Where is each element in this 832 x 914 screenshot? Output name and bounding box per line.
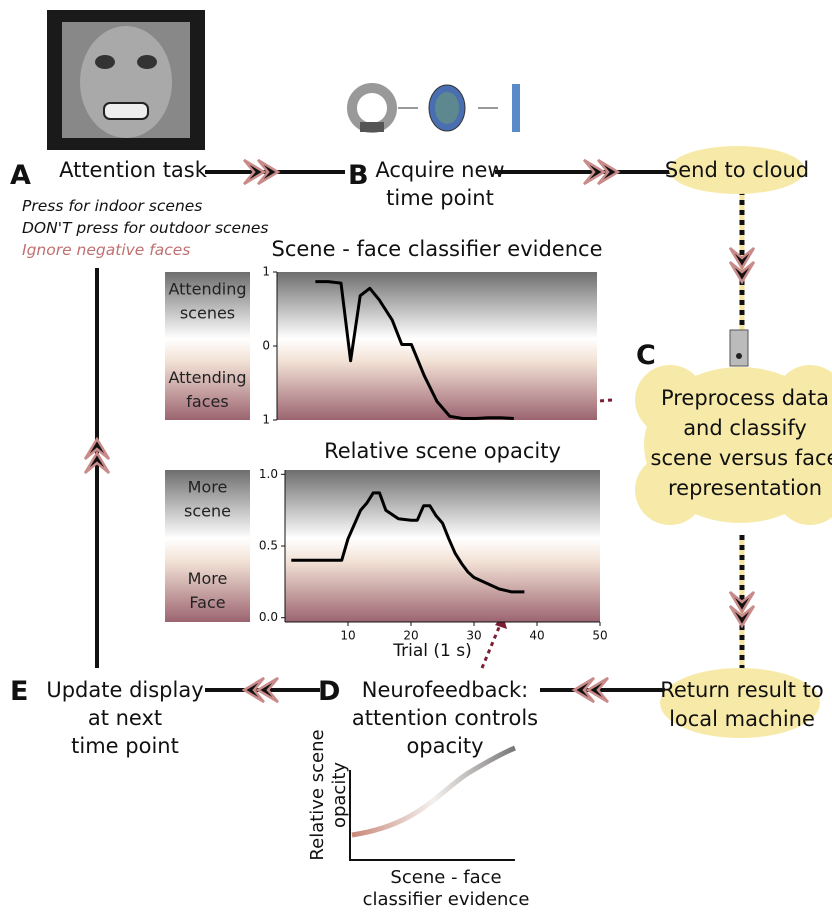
step-label: time point	[386, 186, 494, 210]
band-label: More	[188, 569, 228, 588]
step-letter: E	[10, 676, 28, 707]
step-label: scene versus face	[651, 446, 832, 470]
instruction: Ignore negative faces	[22, 241, 190, 259]
y-tick-label: 1	[262, 413, 270, 427]
band-label: Face	[189, 593, 225, 612]
instruction: DON'T press for outdoor scenes	[22, 219, 269, 237]
step-label: Preprocess data	[661, 386, 829, 410]
band-legend	[165, 470, 250, 622]
step-label: Acquire new	[375, 158, 504, 182]
x-tick-label: 40	[529, 629, 544, 643]
step-label: and classify	[683, 416, 807, 440]
band-label: Attending	[168, 279, 246, 298]
step-letter: B	[348, 160, 369, 191]
x-tick-label: 10	[340, 629, 355, 643]
y-tick-label: 1	[262, 265, 270, 279]
step-letter: D	[318, 676, 340, 707]
x-tick-label: 30	[466, 629, 481, 643]
sigmoid-schematic	[349, 745, 516, 861]
axis-label: classifier evidence	[363, 889, 530, 910]
step-label: Attention task	[59, 158, 208, 182]
step-label: at next	[88, 706, 162, 730]
x-tick-label: 50	[592, 629, 607, 643]
band-legend	[165, 272, 250, 420]
axis-label: Relative scene	[307, 729, 328, 860]
x-axis-label: Trial (1 s)	[392, 641, 471, 661]
step-label: Update display	[46, 678, 203, 702]
axis-label: Scene - face	[390, 867, 501, 888]
chart-title: Scene - face classifier evidence	[272, 237, 603, 261]
y-tick-label: 0.5	[259, 539, 278, 553]
step-label: Neurofeedback:	[362, 678, 529, 702]
step-letter: C	[636, 340, 656, 371]
band-label: faces	[186, 392, 228, 411]
plot-background	[277, 272, 597, 420]
data-line	[291, 491, 525, 594]
step-label: opacity	[406, 734, 483, 758]
clouds	[635, 146, 832, 738]
y-tick-label: 1.0	[259, 467, 278, 481]
axis-label: opacity	[329, 762, 350, 828]
y-tick-label: 0	[262, 339, 270, 353]
y-tick-label: 0.0	[259, 610, 278, 624]
plot-background	[285, 470, 600, 622]
x-tick-label: 20	[403, 629, 418, 643]
band-label: More	[188, 478, 228, 497]
cloud-label: Return result to	[660, 678, 824, 702]
cloud-label: Send to cloud	[665, 158, 809, 182]
acquisition-icons	[347, 83, 520, 133]
step-label: representation	[668, 476, 822, 500]
step-label: attention controls	[352, 706, 538, 730]
band-label: scenes	[180, 303, 235, 322]
step-letter: A	[10, 160, 31, 191]
instruction: Press for indoor scenes	[22, 197, 202, 215]
data-line	[315, 280, 514, 420]
step-label: time point	[71, 734, 179, 758]
chart-title: Relative scene opacity	[324, 439, 561, 463]
face-stimulus	[47, 10, 205, 150]
band-label: Attending	[168, 368, 246, 387]
server-icon	[729, 329, 749, 367]
cloud-label: local machine	[669, 707, 815, 731]
band-label: scene	[184, 502, 231, 521]
